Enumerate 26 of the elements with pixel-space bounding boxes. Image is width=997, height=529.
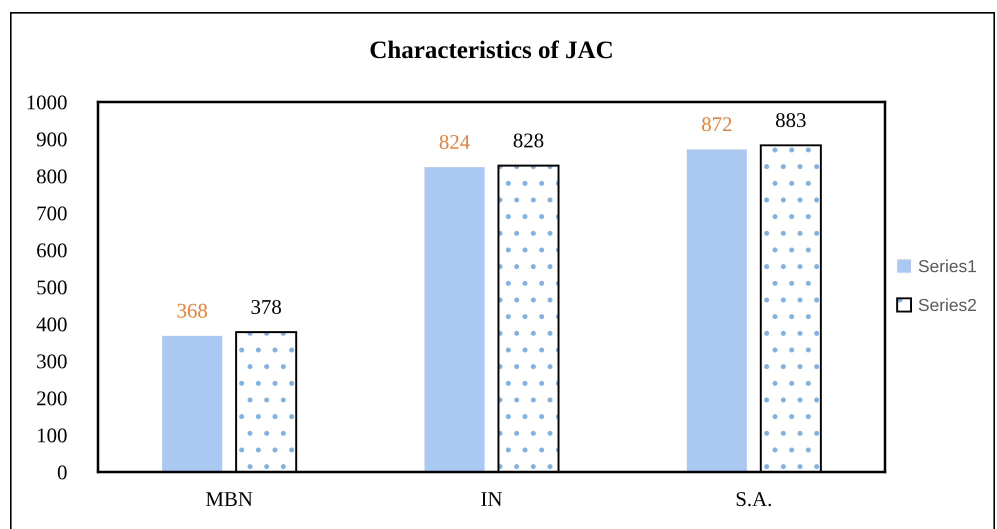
data-label: 378 — [252, 300, 281, 314]
data-label: 824 — [440, 134, 470, 149]
y-tick-label: 400 — [36, 317, 67, 332]
bar — [424, 167, 485, 472]
y-tick-label: 200 — [37, 391, 67, 406]
data-label: 872 — [702, 117, 732, 132]
data-label: 828 — [514, 133, 544, 148]
data-label: 883 — [776, 113, 806, 128]
y-tick-label: 0 — [58, 465, 67, 480]
bar — [686, 149, 747, 472]
legend-label: Series2 — [918, 298, 976, 312]
bar — [162, 336, 222, 472]
legend-label: Series1 — [918, 260, 976, 272]
data-label: 368 — [178, 304, 208, 318]
y-tick-label: 800 — [36, 169, 67, 184]
x-tick-label: S.A. — [736, 492, 771, 506]
y-tick-label: 600 — [37, 243, 67, 258]
y-tick-label: 300 — [37, 354, 67, 368]
x-tick-label: IN — [481, 492, 502, 506]
y-tick-label: 1000 — [28, 95, 67, 110]
y-tick-label: 700 — [38, 206, 67, 220]
y-tick-label: 100 — [38, 428, 67, 442]
chart-title: Characteristics of JAC — [370, 40, 612, 58]
y-tick-label: 500 — [37, 280, 67, 294]
x-tick-label: MBN — [206, 492, 252, 506]
y-tick-label: 900 — [36, 132, 67, 146]
